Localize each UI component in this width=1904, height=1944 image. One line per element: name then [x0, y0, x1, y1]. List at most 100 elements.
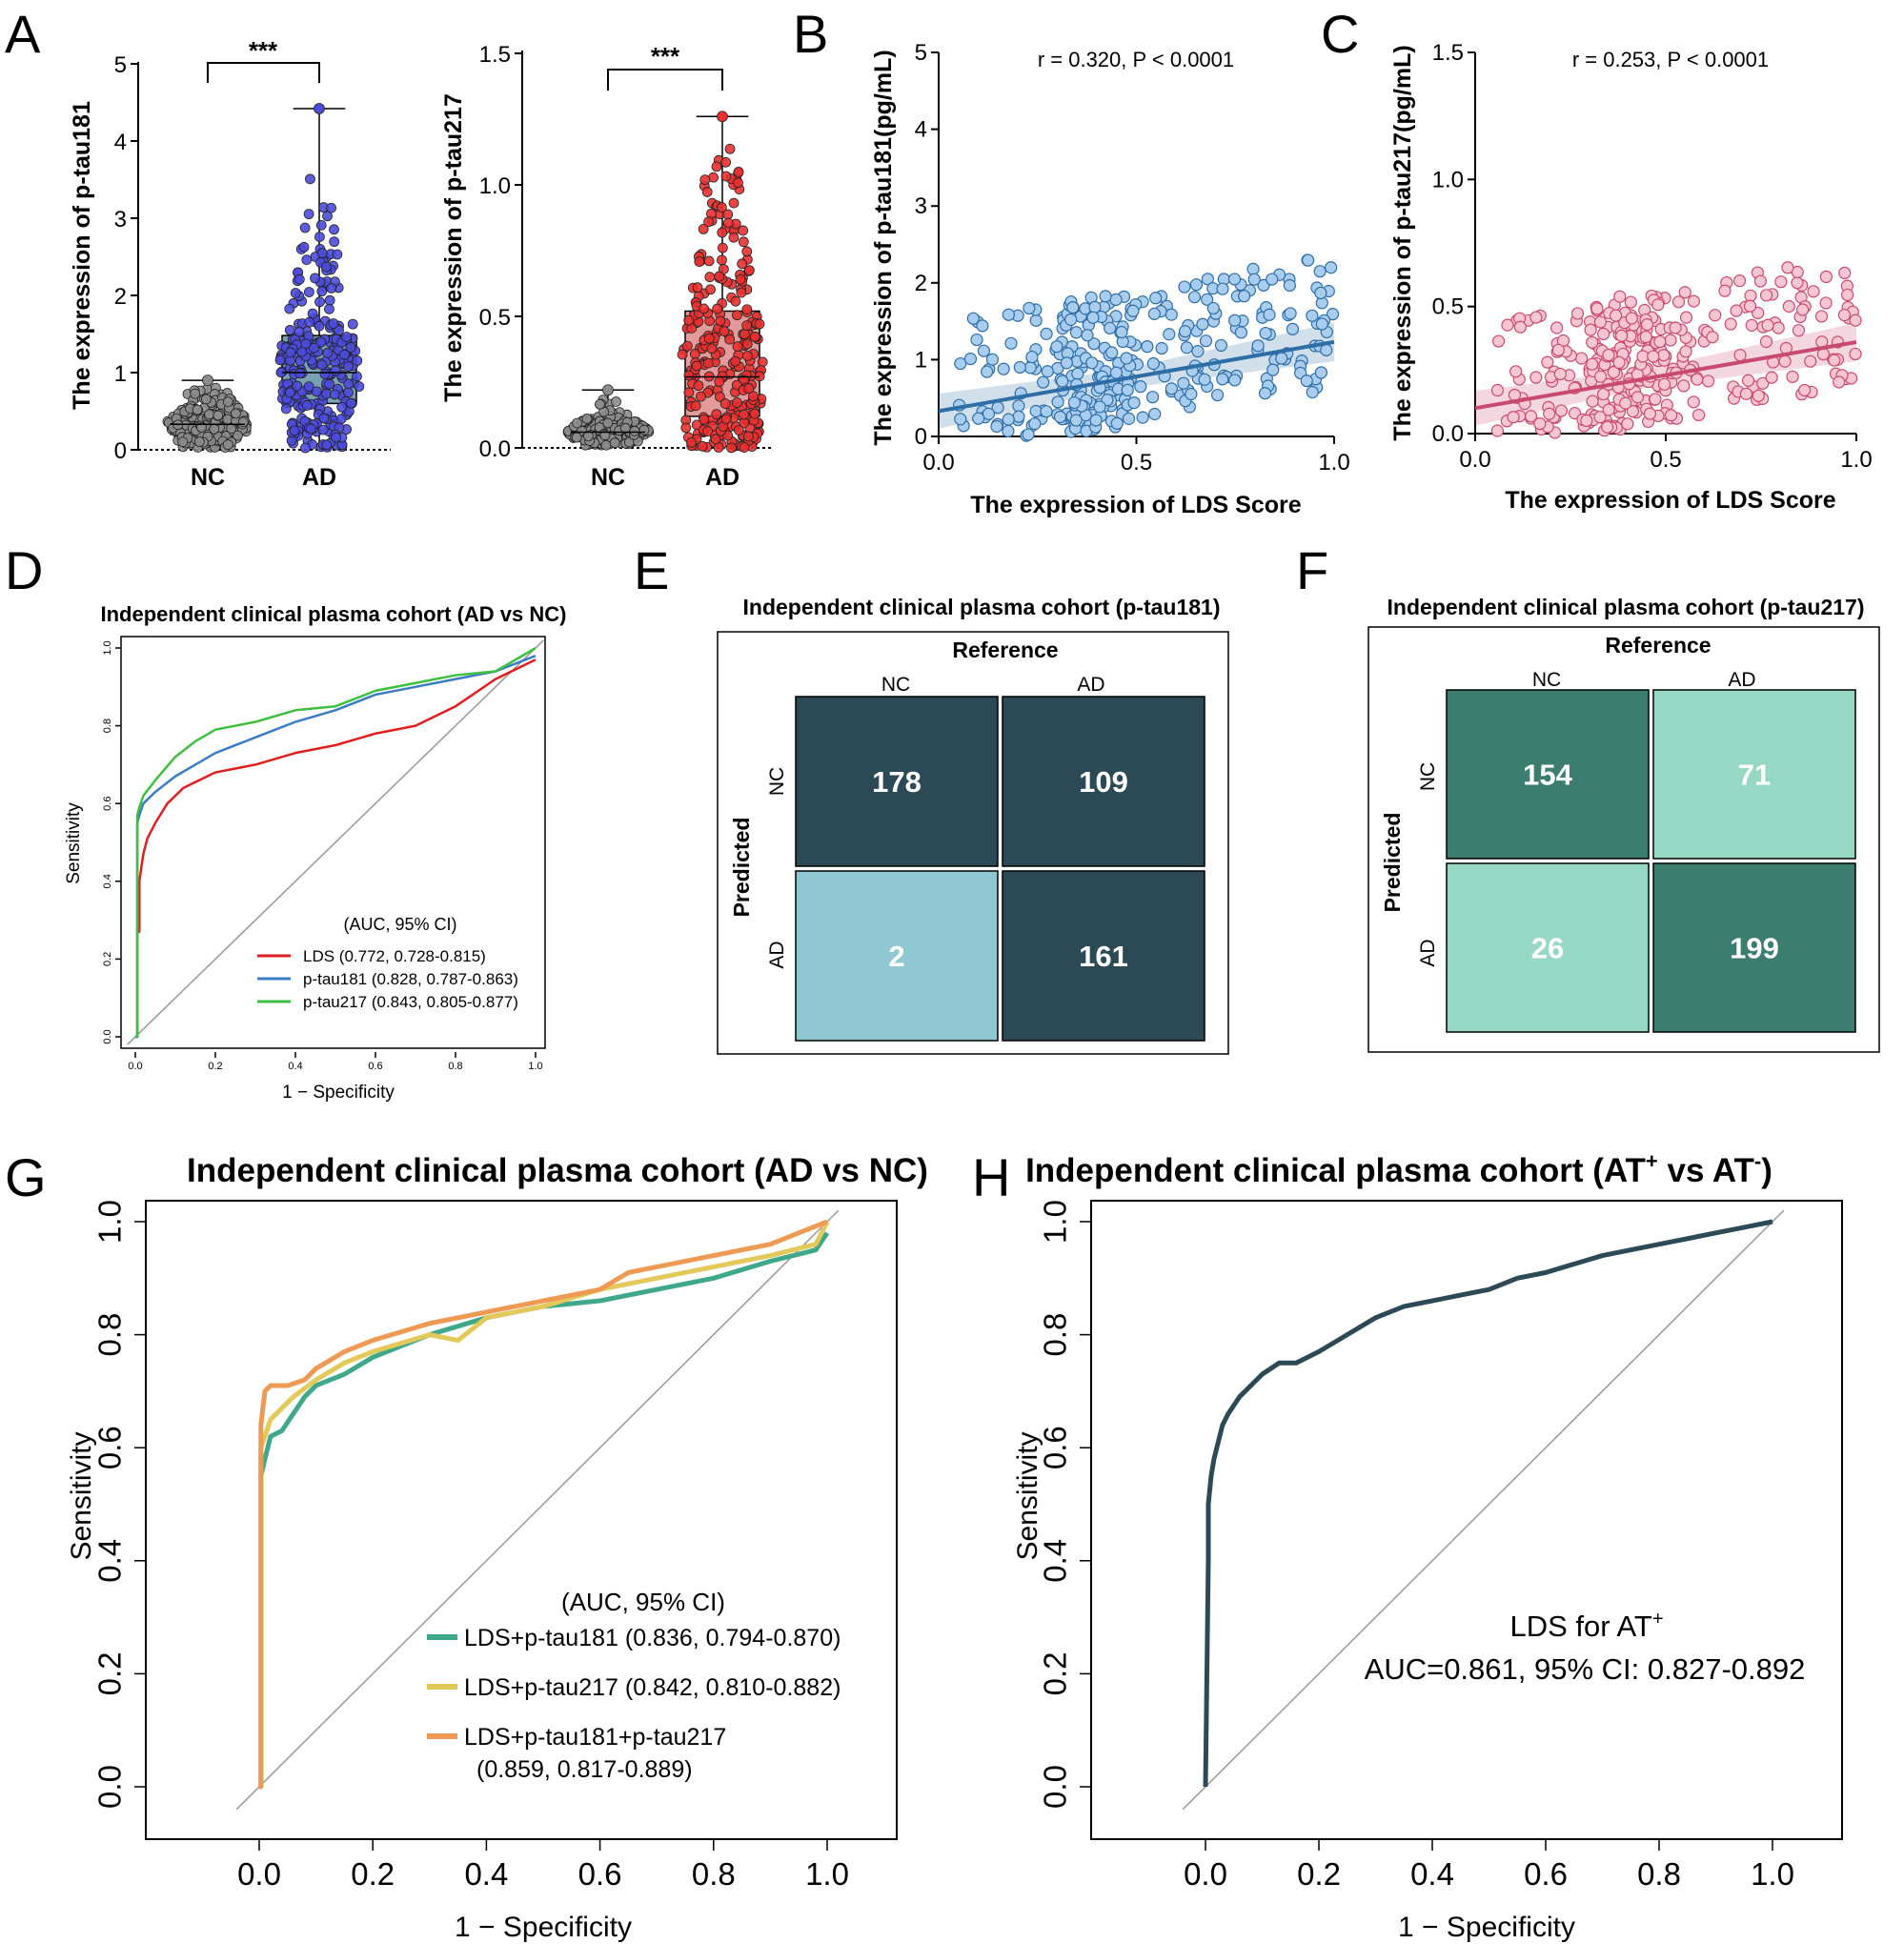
scatter-point	[1643, 407, 1657, 420]
scatter-point	[1115, 325, 1128, 339]
point-AD	[733, 425, 744, 435]
point-NC	[200, 394, 212, 405]
panel-letter-d: D	[5, 540, 43, 600]
y-tick-label: 0.5	[1432, 294, 1464, 320]
point-AD	[739, 409, 749, 420]
y-tick-label: 0.0	[92, 1765, 128, 1809]
point-AD	[329, 389, 340, 400]
point-AD	[289, 425, 300, 436]
scatter-point	[1602, 348, 1615, 362]
g-legend: LDS+p-tau181 (0.836, 0.794-0.870) LDS+p-…	[427, 1625, 841, 1783]
point-AD	[728, 232, 739, 243]
scatter-point	[1126, 304, 1140, 317]
point-AD	[677, 349, 688, 360]
scatter-point	[1206, 301, 1220, 315]
point-AD	[703, 333, 715, 344]
point-AD	[294, 368, 306, 379]
y-tick-label: 0	[114, 438, 127, 464]
h-title-sup1: +	[1646, 1149, 1658, 1173]
point-NC	[192, 404, 203, 415]
g-title: Independent clinical plasma cohort (AD v…	[187, 1152, 928, 1189]
scatter-point	[1087, 337, 1101, 351]
f-row-nc: NC	[1417, 762, 1439, 791]
a2-significance: ***	[651, 42, 680, 71]
f-col-ad: AD	[1728, 669, 1755, 691]
scatter-point	[1165, 382, 1179, 395]
a1-category-nc: NC	[191, 464, 225, 491]
scatter-point	[1752, 389, 1765, 402]
point-AD	[692, 282, 703, 294]
y-tick-label: 0.6	[1038, 1426, 1073, 1469]
scatter-point	[1730, 304, 1743, 317]
point-NC	[619, 423, 631, 434]
scatter-point	[1189, 278, 1204, 292]
scatter-point	[1679, 345, 1692, 358]
scatter-point	[1283, 278, 1296, 293]
scatter-point	[954, 413, 967, 426]
scatter-point	[1163, 328, 1176, 341]
point-AD	[314, 232, 325, 243]
point-AD	[702, 357, 714, 369]
scatter-point	[1804, 354, 1817, 368]
point-AD	[321, 439, 333, 451]
scatter-point	[1199, 334, 1213, 348]
c-ticks: 0.0 0.5 1.0 0.0 0.5 1.0 1.5	[1432, 40, 1873, 473]
scatter-point	[1037, 375, 1050, 389]
point-NC	[193, 436, 205, 447]
x-tick-label: 1.0	[528, 1061, 542, 1072]
scatter-point	[981, 365, 994, 378]
scatter-point	[1178, 325, 1192, 338]
x-tick-label: 0.2	[1297, 1856, 1341, 1892]
scatter-point	[1127, 396, 1141, 410]
point-AD	[715, 315, 726, 327]
cell-value: 109	[1079, 765, 1128, 799]
scatter-point	[1739, 387, 1753, 400]
point-AD	[347, 318, 358, 330]
scatter-point	[1146, 356, 1160, 371]
y-tick-label: 0.4	[1038, 1539, 1073, 1583]
scatter-point	[1314, 286, 1327, 300]
roc-curve-1	[135, 654, 537, 1039]
scatter-point	[1216, 282, 1229, 295]
d-plot-area	[127, 639, 544, 1045]
point-AD	[324, 378, 335, 390]
x-tick-label: 0.0	[128, 1061, 142, 1072]
scatter-point	[970, 333, 983, 347]
y-tick-label: 0.8	[92, 1313, 128, 1357]
point-NC	[231, 408, 241, 419]
scatter-point	[1702, 375, 1715, 388]
cell-NC-AD	[1002, 696, 1205, 867]
point-AD	[354, 381, 365, 392]
point-AD	[730, 295, 741, 307]
cell-AD-AD	[1652, 862, 1856, 1033]
scatter-point	[1145, 391, 1160, 404]
point-AD	[298, 241, 310, 253]
scatter-point	[1191, 345, 1205, 358]
point-AD	[301, 254, 313, 265]
point-AD	[316, 248, 328, 258]
point-AD	[720, 171, 732, 182]
h-annotation-line1: LDS for AT+	[1510, 1609, 1664, 1643]
point-AD	[303, 209, 314, 220]
panel-b-scatter: 0.0 0.5 1.0 0 1 2 3 4 5 r = 0.320, P < 0.0001 Th…	[870, 40, 1350, 518]
a2-category-ad: AD	[705, 464, 739, 491]
point-AD	[722, 217, 734, 229]
point-AD	[303, 381, 314, 393]
point-AD	[310, 273, 320, 284]
scatter-point	[1687, 294, 1701, 308]
scatter-point	[1053, 410, 1067, 424]
scatter-point	[1266, 363, 1280, 376]
scatter-point	[1651, 298, 1665, 312]
scatter-point	[1724, 317, 1737, 331]
point-NC	[602, 417, 614, 429]
point-AD	[680, 422, 692, 434]
point-max	[602, 384, 614, 396]
f-title: Independent clinical plasma cohort (p-ta…	[1387, 595, 1865, 619]
scatter-point	[1678, 286, 1691, 299]
point-max	[202, 375, 213, 387]
scatter-point	[1216, 373, 1229, 386]
scatter-point	[1325, 261, 1338, 274]
point-AD	[343, 378, 354, 390]
g-legend-2: LDS+p-tau217 (0.842, 0.810-0.882)	[464, 1674, 841, 1701]
scatter-point	[1041, 365, 1054, 378]
